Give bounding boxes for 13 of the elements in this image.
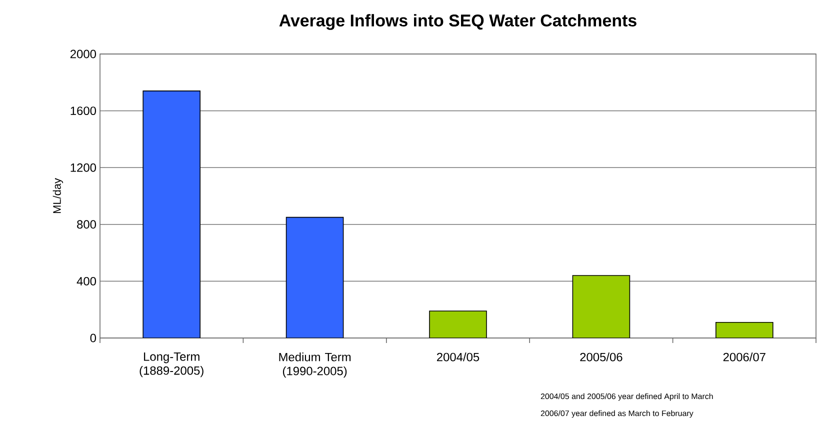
y-tick-label: 800 <box>77 220 96 229</box>
y-tick-label: 1200 <box>70 163 96 172</box>
y-tick-label: 400 <box>76 276 96 286</box>
x-tick-label: 2004/05 <box>436 352 480 362</box>
x-tick-label: 2005/06 <box>580 352 622 362</box>
x-tick-label: 2006/07 <box>723 352 766 362</box>
x-tick-label: Medium Term (1990-2005) <box>279 352 351 378</box>
y-tick-label: 2000 <box>70 50 96 58</box>
x-tick-label: Long-Term (1889-2005) <box>140 352 204 378</box>
y-axis-title: ML/day <box>52 178 64 214</box>
chart-title: Average Inflows into SEQ Water Catchments <box>279 14 636 30</box>
y-tick-label: 1600 <box>70 106 96 116</box>
y-tick-label: 0 <box>90 334 96 342</box>
